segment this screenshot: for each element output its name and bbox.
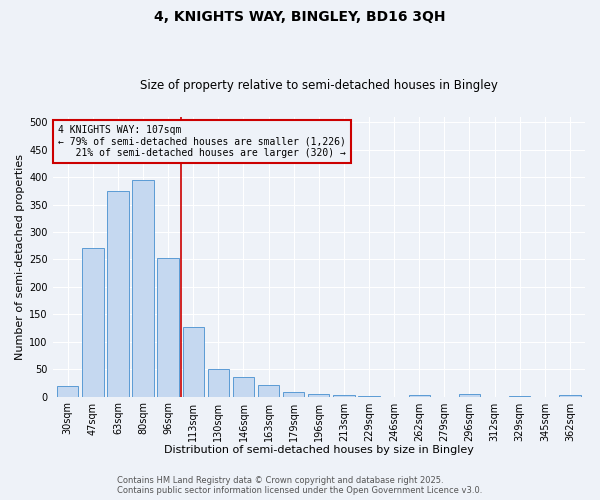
- Bar: [409, 395, 430, 396]
- Bar: [459, 394, 480, 396]
- Text: 4, KNIGHTS WAY, BINGLEY, BD16 3QH: 4, KNIGHTS WAY, BINGLEY, BD16 3QH: [154, 10, 446, 24]
- Y-axis label: Number of semi-detached properties: Number of semi-detached properties: [15, 154, 25, 360]
- Bar: [208, 369, 229, 396]
- Text: 4 KNIGHTS WAY: 107sqm
← 79% of semi-detached houses are smaller (1,226)
   21% o: 4 KNIGHTS WAY: 107sqm ← 79% of semi-deta…: [58, 125, 346, 158]
- Title: Size of property relative to semi-detached houses in Bingley: Size of property relative to semi-detach…: [140, 79, 498, 92]
- Bar: [308, 394, 329, 396]
- Bar: [258, 385, 279, 396]
- Bar: [133, 180, 154, 396]
- Bar: [283, 392, 304, 396]
- X-axis label: Distribution of semi-detached houses by size in Bingley: Distribution of semi-detached houses by …: [164, 445, 474, 455]
- Bar: [82, 248, 104, 396]
- Bar: [233, 378, 254, 396]
- Bar: [57, 386, 79, 396]
- Text: Contains HM Land Registry data © Crown copyright and database right 2025.
Contai: Contains HM Land Registry data © Crown c…: [118, 476, 482, 495]
- Bar: [107, 191, 128, 396]
- Bar: [182, 328, 204, 396]
- Bar: [157, 258, 179, 396]
